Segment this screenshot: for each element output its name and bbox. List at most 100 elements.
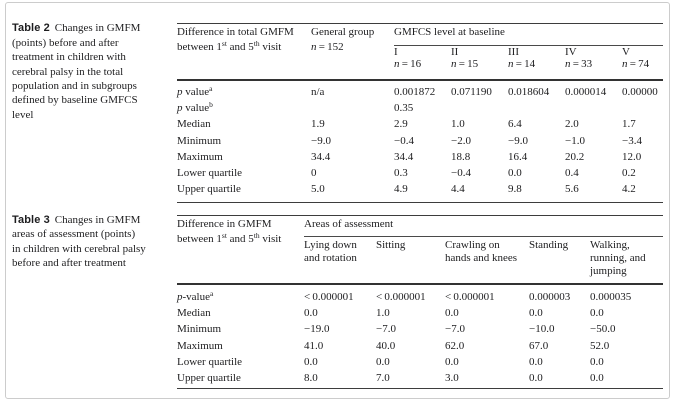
row-label: Lower quartile <box>177 355 243 368</box>
value-cell: 2.9 <box>394 118 408 131</box>
table3-header-crawling: Crawling on hands and knees <box>445 237 529 285</box>
value-cell: 5.0 <box>311 183 325 196</box>
value-cell: 0.0 <box>529 307 543 320</box>
value-cell: 0.0 <box>304 355 318 368</box>
table3: Difference in GMFM between 1st and 5th vi… <box>177 215 664 390</box>
table3-header-difference: Difference in GMFM between 1st and 5th vi… <box>177 216 304 285</box>
table-row: Upper quartile 8.0 7.0 3.0 0.0 0.0 <box>177 370 663 388</box>
row-label: Median <box>177 118 211 131</box>
value-cell: 9.8 <box>508 183 522 196</box>
value-cell: 4.2 <box>622 183 636 196</box>
table3-header: Difference in GMFM between 1st and 5th vi… <box>177 216 664 285</box>
value-cell: 12.0 <box>622 150 642 163</box>
table3-header-lying-down: Lying down and rotation <box>304 237 376 285</box>
value-cell: −50.0 <box>590 323 616 336</box>
table2-header-general-group: General group n = 152 <box>311 24 394 81</box>
value-cell: 0.0 <box>376 355 390 368</box>
value-cell: −9.0 <box>311 134 331 147</box>
table2-header-level-4: IV n = 33 <box>565 46 622 81</box>
value-cell: −1.0 <box>565 134 585 147</box>
table-row: p valueb 0.35 <box>177 100 663 116</box>
value-cell: < 0.000001 <box>445 290 495 303</box>
value-cell: 0.001872 <box>394 85 436 98</box>
table2-caption: Table 2 Changes in GMFM (points) before an… <box>12 22 141 121</box>
value-cell: −0.4 <box>394 134 414 147</box>
value-cell: −0.4 <box>451 167 471 180</box>
value-cell: 62.0 <box>445 339 465 352</box>
value-cell: 1.0 <box>451 118 465 131</box>
value-cell: −19.0 <box>304 323 330 336</box>
value-cell: 0.0 <box>590 372 604 385</box>
table2-header-level-2: II n = 15 <box>451 46 508 81</box>
value-cell: 6.4 <box>508 118 522 131</box>
table-row: Median 1.9 2.9 1.0 6.4 2.0 1.7 <box>177 116 663 132</box>
table2-body: p valuea n/a 0.001872 0.071190 0.018604 0.000… <box>177 81 663 202</box>
table3-body: p-valuea < 0.000001 < 0.000001 < 0.000001 0.… <box>177 285 663 388</box>
value-cell: 0.0 <box>445 355 459 368</box>
value-cell: −7.0 <box>376 323 396 336</box>
row-label: Maximum <box>177 150 223 163</box>
value-cell <box>622 100 663 116</box>
table3-caption: Table 3 Changes in GMFM areas of assessmen… <box>12 213 146 269</box>
value-cell <box>565 100 622 116</box>
value-cell: 0.018604 <box>508 85 550 98</box>
table-row: p-valuea < 0.000001 < 0.000001 < 0.000001 0.… <box>177 285 663 305</box>
value-cell: 0.0 <box>590 355 604 368</box>
value-cell: 8.0 <box>304 372 318 385</box>
row-label: p valuea <box>177 83 213 98</box>
value-cell: 0.3 <box>394 167 408 180</box>
value-cell: −2.0 <box>451 134 471 147</box>
value-cell: 0 <box>311 167 317 180</box>
row-label: Maximum <box>177 339 223 352</box>
value-cell: 0.35 <box>394 101 414 114</box>
value-cell: 1.9 <box>311 118 325 131</box>
value-cell: 0.0 <box>590 307 604 320</box>
value-cell: 34.4 <box>394 150 414 163</box>
value-cell: 0.0 <box>529 372 543 385</box>
value-cell: 4.4 <box>451 183 465 196</box>
value-cell <box>311 100 394 116</box>
row-label: Minimum <box>177 134 222 147</box>
table3-header-areas-span: Areas of assessment <box>304 216 664 237</box>
value-cell: −7.0 <box>445 323 465 336</box>
table-row: Lower quartile 0 0.3 −0.4 0.0 0.4 0.2 <box>177 165 663 181</box>
value-cell: 7.0 <box>376 372 390 385</box>
value-cell: 0.00000 <box>622 85 658 98</box>
table2: Difference in total GMFM between 1st and … <box>177 23 664 203</box>
value-cell: 52.0 <box>590 339 610 352</box>
table2-header-gmfcs-span: GMFCS level at baseline <box>394 24 664 46</box>
row-label: Upper quartile <box>177 372 241 385</box>
value-cell: 0.071190 <box>451 85 492 98</box>
row-label: Upper quartile <box>177 183 241 196</box>
value-cell: 2.0 <box>565 118 579 131</box>
value-cell: 34.4 <box>311 150 331 163</box>
value-cell: 0.000003 <box>529 290 571 303</box>
value-cell <box>451 100 508 116</box>
value-cell: < 0.000001 <box>304 290 354 303</box>
value-cell: 0.2 <box>622 167 636 180</box>
value-cell: 0.0 <box>445 307 459 320</box>
value-cell: 0.000014 <box>565 85 607 98</box>
row-label: p-valuea <box>177 288 214 303</box>
value-cell: 20.2 <box>565 150 585 163</box>
value-cell <box>508 100 565 116</box>
table3-header-sitting: Sitting <box>376 237 445 285</box>
table-row: Minimum −9.0 −0.4 −2.0 −9.0 −1.0 −3.4 <box>177 133 663 149</box>
value-cell: 0.4 <box>565 167 579 180</box>
value-cell: 0.0 <box>529 355 543 368</box>
row-label: p valueb <box>177 99 213 114</box>
value-cell: 0.000035 <box>590 290 632 303</box>
row-label: Lower quartile <box>177 167 243 180</box>
table3-header-walking: Walking, running, and jumping <box>590 237 664 285</box>
value-cell: 1.7 <box>622 118 636 131</box>
value-cell: 5.6 <box>565 183 579 196</box>
row-label: Minimum <box>177 323 222 336</box>
paper-card <box>5 2 670 399</box>
table3-header-standing: Standing <box>529 237 590 285</box>
value-cell: −9.0 <box>508 134 528 147</box>
table2-header-level-3: III n = 14 <box>508 46 565 81</box>
table-row: Maximum 34.4 34.4 18.8 16.4 20.2 12.0 <box>177 149 663 165</box>
